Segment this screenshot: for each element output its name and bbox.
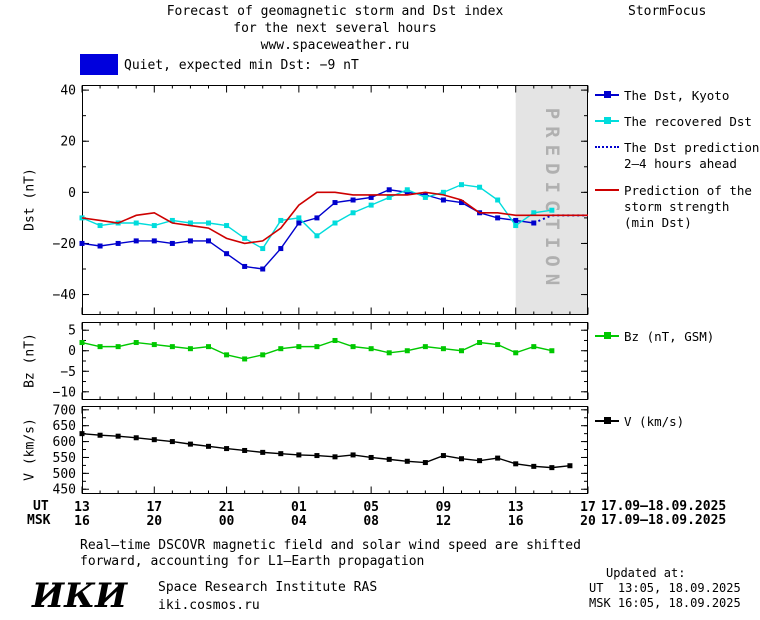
svg-text:550: 550	[53, 451, 76, 466]
svg-text:450: 450	[53, 483, 76, 498]
svg-text:40: 40	[60, 84, 76, 99]
institute-name: Space Research Institute RAS	[158, 580, 378, 595]
legend-label: Bz (nT, GSM)	[624, 329, 715, 344]
updated-msk-time: MSK 16:05, 18.09.2025	[589, 596, 741, 610]
dst-kyoto-marker-icon	[595, 88, 619, 104]
svg-text:−5: −5	[60, 365, 76, 380]
svg-text:00: 00	[219, 514, 235, 529]
legend-label: Prediction of the storm strength (min Ds…	[624, 183, 752, 230]
svg-text:650: 650	[53, 419, 76, 434]
svg-text:20: 20	[146, 514, 162, 529]
svg-text:13: 13	[508, 500, 524, 515]
svg-text:12: 12	[436, 514, 452, 529]
dst-axis-title: Dst (nT)	[22, 168, 38, 231]
footnote-line2: forward, accounting for L1—Earth propaga…	[80, 554, 425, 569]
legend-entry-bz: Bz (nT, GSM)	[595, 329, 714, 345]
svg-text:08: 08	[363, 514, 379, 529]
ut-axis-label: UT	[33, 499, 49, 514]
legend-entry-storm-strength: Prediction of the storm strength (min Ds…	[595, 183, 752, 231]
bz-marker-icon	[595, 329, 619, 345]
iki-logo: ИКИ	[32, 576, 128, 616]
legend-entry-recovered-dst: The recovered Dst	[595, 114, 752, 130]
legend-entry-v: V (km/s)	[595, 414, 684, 430]
svg-text:04: 04	[291, 514, 307, 529]
svg-text:09: 09	[436, 500, 452, 515]
svg-text:16: 16	[508, 514, 524, 529]
page-title-line1: Forecast of geomagnetic storm and Dst in…	[166, 4, 504, 19]
site-url: www.spaceweather.ru	[260, 38, 410, 53]
page-title-line2: for the next several hours	[233, 21, 437, 36]
legend-entry-dst-kyoto: The Dst, Kyoto	[595, 88, 729, 104]
svg-text:13: 13	[74, 500, 90, 515]
svg-text:600: 600	[53, 435, 76, 450]
msk-axis-label: MSK	[27, 513, 51, 528]
legend-label: The recovered Dst	[624, 114, 752, 129]
institute-site: iki.cosmos.ru	[158, 598, 260, 613]
svg-text:0: 0	[68, 186, 76, 201]
svg-text:17: 17	[146, 500, 162, 515]
svg-text:17: 17	[580, 500, 596, 515]
storm-strength-marker-icon	[595, 183, 619, 199]
svg-text:05: 05	[363, 500, 379, 515]
updated-at-label: Updated at:	[606, 566, 686, 580]
svg-text:20: 20	[60, 135, 76, 150]
recovered-dst-marker-icon	[595, 114, 619, 130]
legend-label: The Dst, Kyoto	[624, 88, 730, 103]
status-swatch	[80, 54, 118, 75]
svg-text:−40: −40	[53, 288, 76, 303]
footnote-line1: Real—time DSCOVR magnetic field and sola…	[80, 538, 581, 553]
svg-text:PREDICTION: PREDICTION	[541, 108, 563, 292]
legend-label: V (km/s)	[624, 414, 685, 429]
svg-text:500: 500	[53, 467, 76, 482]
legend-label: The Dst prediction 2—4 hours ahead	[624, 140, 760, 171]
updated-ut-time: UT 13:05, 18.09.2025	[589, 581, 741, 595]
svg-text:0: 0	[68, 344, 76, 359]
svg-text:−10: −10	[53, 385, 76, 400]
svg-text:−20: −20	[53, 237, 76, 252]
svg-text:16: 16	[74, 514, 90, 529]
svg-text:21: 21	[219, 500, 235, 515]
msk-date-range: 17.09—18.09.2025	[601, 513, 727, 528]
legend-entry-dst-prediction: The Dst prediction 2—4 hours ahead	[595, 140, 759, 172]
svg-text:700: 700	[53, 403, 76, 418]
svg-text:01: 01	[291, 500, 307, 515]
status-text: Quiet, expected min Dst: −9 nT	[124, 58, 359, 73]
ut-date-range: 17.09—18.09.2025	[601, 499, 727, 514]
brand-label: StormFocus	[628, 4, 707, 19]
dst-prediction-marker-icon	[595, 140, 619, 156]
v-marker-icon	[595, 414, 619, 430]
svg-text:20: 20	[580, 514, 596, 529]
svg-text:5: 5	[68, 324, 76, 339]
